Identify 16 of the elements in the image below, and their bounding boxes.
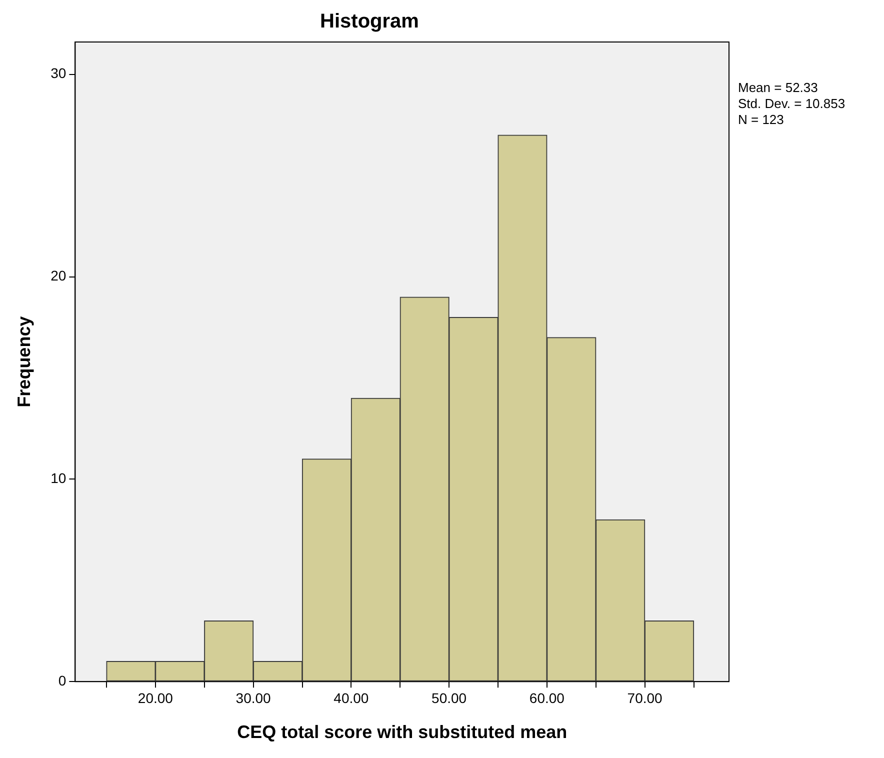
text: N = 123 (738, 112, 785, 128)
x-axis-title: CEQ total score with substituted mean (237, 722, 568, 742)
y-tick-label: 10 (50, 470, 66, 486)
y-axis-title: Frequency (14, 316, 34, 408)
y-tick-label: 20 (50, 268, 66, 284)
text: Std. Dev. = 10.853 (738, 96, 846, 112)
x-tick-label: 40.00 (334, 690, 369, 706)
x-tick-label: 30.00 (236, 690, 272, 706)
x-tick-label: 60.00 (529, 690, 565, 706)
y-tick-label: 30 (50, 65, 66, 82)
y-tick-label: 0 (58, 672, 66, 688)
x-tick-label: 20.00 (138, 690, 174, 706)
chart-title: Histogram (320, 10, 419, 33)
x-tick-label: 70.00 (627, 690, 663, 706)
text: Mean = 52.33 (738, 80, 819, 96)
x-tick-label: 50.00 (432, 690, 467, 706)
